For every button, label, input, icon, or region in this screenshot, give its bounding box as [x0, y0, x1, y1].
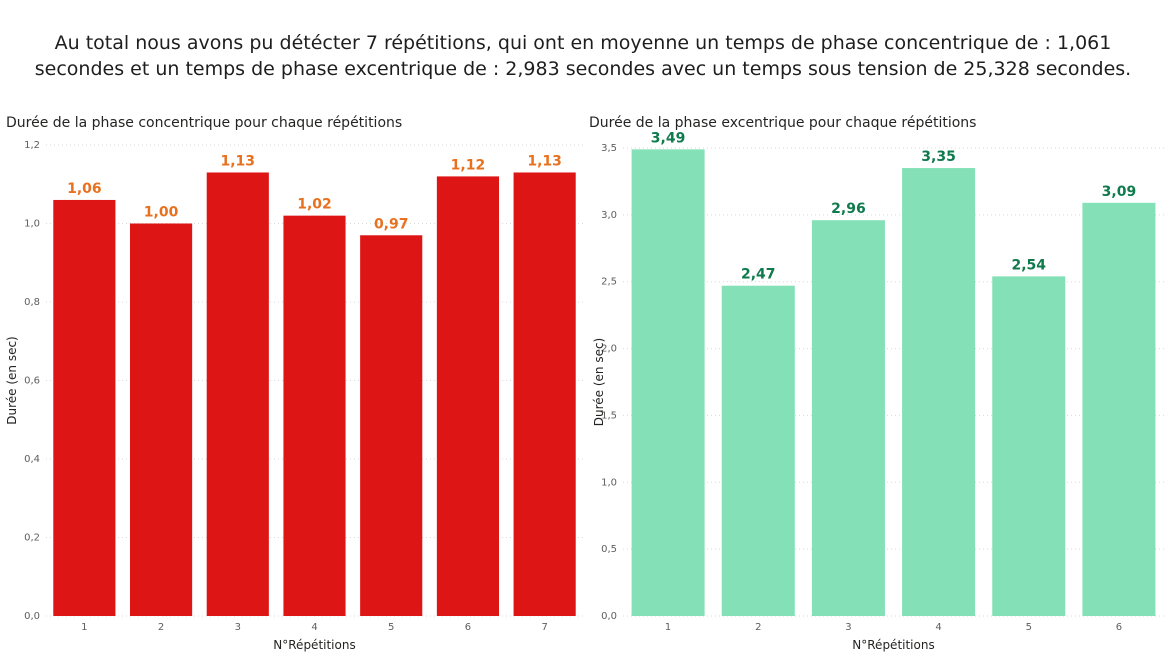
data-label: 0,97	[374, 216, 409, 232]
bar	[53, 199, 116, 616]
y-tick-label: 3,5	[601, 143, 617, 154]
y-tick-label: 0,6	[24, 376, 40, 387]
y-axis-title: Durée (en sec)	[5, 336, 19, 425]
data-label: 1,12	[451, 157, 486, 173]
x-tick-label: 6	[465, 622, 471, 633]
x-axis-title: N°Répétitions	[852, 638, 934, 652]
data-label: 3,35	[921, 149, 956, 165]
x-tick-label: 2	[755, 622, 761, 633]
x-tick-label: 4	[311, 622, 317, 633]
y-tick-label: 0,8	[24, 297, 40, 308]
concentric-chart-title: Durée de la phase concentrique pour chaq…	[6, 115, 403, 131]
data-label: 3,09	[1102, 184, 1137, 200]
x-tick-label: 3	[235, 622, 241, 633]
y-tick-label: 2,0	[601, 344, 617, 355]
y-tick-label: 0,2	[24, 533, 40, 544]
headline-summary: Au total nous avons pu détécter 7 répéti…	[0, 30, 1166, 82]
bar	[721, 285, 795, 616]
bar	[1082, 202, 1156, 616]
y-tick-label: 0,0	[24, 611, 40, 622]
x-tick-label: 1	[665, 622, 671, 633]
x-tick-label: 6	[1116, 622, 1122, 633]
data-label: 2,54	[1011, 257, 1046, 273]
bar	[130, 223, 193, 616]
eccentric-chart-title: Durée de la phase excentrique pour chaqu…	[589, 115, 977, 131]
data-label: 1,06	[67, 181, 102, 197]
y-tick-label: 1,0	[601, 477, 617, 488]
bar	[513, 172, 576, 616]
y-tick-label: 0,5	[601, 544, 617, 555]
bar	[631, 149, 705, 616]
y-tick-label: 1,2	[24, 140, 40, 151]
y-axis-title: Durée (en sec)	[592, 338, 606, 427]
x-tick-label: 7	[541, 622, 547, 633]
x-tick-label: 3	[845, 622, 851, 633]
y-tick-label: 1,5	[601, 410, 617, 421]
eccentric-bar-chart: 0,0 0,5 1,0 1,5 2,0 2,5 3,0 3,5 3,49 1 2,47 2 2,96 3 3…	[592, 130, 1164, 652]
y-tick-label: 2,5	[601, 277, 617, 288]
data-label: 3,49	[651, 130, 686, 146]
x-tick-label: 2	[158, 622, 164, 633]
x-tick-label: 4	[935, 622, 941, 633]
x-tick-label: 5	[388, 622, 394, 633]
bar	[360, 235, 423, 616]
data-label: 2,47	[741, 267, 776, 283]
data-label: 1,00	[144, 205, 179, 221]
data-label: 1,13	[527, 153, 562, 169]
bar	[902, 168, 976, 617]
bar	[283, 215, 346, 616]
x-tick-label: 5	[1026, 622, 1032, 633]
bar	[206, 172, 269, 616]
data-label: 1,02	[297, 197, 332, 213]
y-tick-label: 0,4	[24, 454, 40, 465]
bar	[811, 220, 885, 616]
x-axis-title: N°Répétitions	[273, 638, 355, 652]
headline-line-2: secondes et un temps de phase excentriqu…	[34, 58, 1132, 80]
concentric-bar-chart: 0,0 0,2 0,4 0,6 0,8 1,0 1,2 1,06 1 1,00 2 1,13 3 1,02…	[5, 140, 583, 652]
y-tick-label: 1,0	[24, 219, 40, 230]
y-tick-label: 3,0	[601, 210, 617, 221]
bar	[992, 276, 1066, 616]
y-tick-label: 0,0	[601, 611, 617, 622]
headline-line-1: Au total nous avons pu détécter 7 répéti…	[54, 32, 1112, 54]
bar	[436, 176, 499, 616]
x-tick-label: 1	[81, 622, 87, 633]
data-label: 2,96	[831, 201, 866, 217]
data-label: 1,13	[221, 153, 256, 169]
